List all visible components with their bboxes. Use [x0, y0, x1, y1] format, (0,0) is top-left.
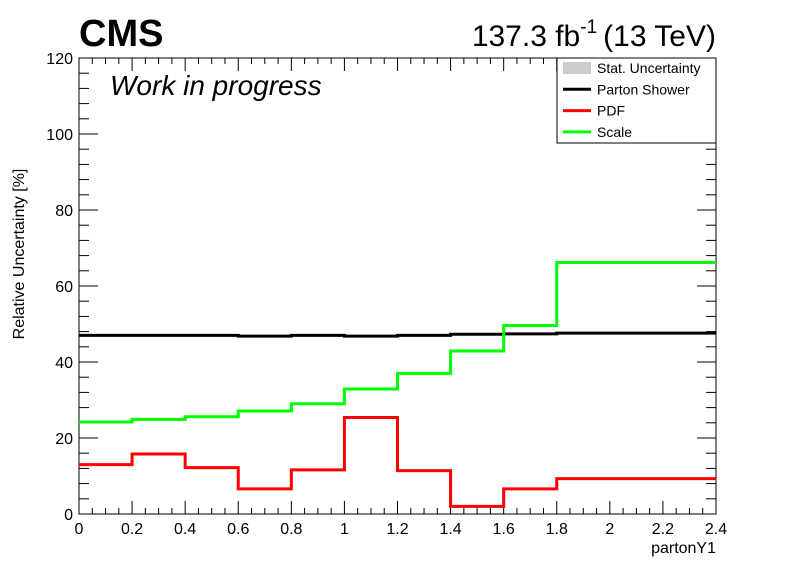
- legend-label: Scale: [597, 124, 632, 140]
- y-axis-title: Relative Uncertainty [%]: [11, 169, 28, 340]
- legend: Stat. Uncertainty Parton Shower PDF Scale: [556, 57, 717, 144]
- series-parton-shower: [79, 331, 716, 338]
- x-tick-label: 1.6: [493, 521, 515, 538]
- y-tick-label: 40: [55, 355, 73, 372]
- x-tick-label: 1.4: [439, 521, 461, 538]
- experiment-label: CMS: [79, 13, 163, 55]
- lumi-value: 137.3 fb: [472, 20, 580, 53]
- y-tick-label: 100: [46, 127, 73, 144]
- series-layer: [79, 260, 716, 508]
- x-tick-label: 2: [605, 521, 614, 538]
- y-tick-label: 120: [46, 51, 73, 68]
- y-tick-label: 0: [64, 507, 73, 524]
- series-scale: [79, 260, 716, 424]
- x-tick-label: 1.2: [386, 521, 408, 538]
- luminosity-label: 137.3 fb-1 (13 TeV): [472, 17, 716, 53]
- x-tick-label: 1.8: [546, 521, 568, 538]
- x-tick-label: 2.4: [705, 521, 727, 538]
- x-tick-label: 1: [340, 521, 349, 538]
- x-tick-label: 0.8: [280, 521, 302, 538]
- x-tick-label: 2.2: [652, 521, 674, 538]
- x-tick-label: 0.2: [121, 521, 143, 538]
- axes: 0 0.2 0.4 0.6 0.8 1 1.2 1.4 1.6 1.8 2 2.2 2.4 0 20 40 60…: [46, 51, 727, 538]
- x-tick-label: 0.6: [227, 521, 249, 538]
- status-label: Work in progress: [110, 70, 322, 101]
- series-pdf: [79, 415, 716, 508]
- legend-marker-stat: [563, 62, 591, 74]
- x-axis-title: partonY1: [651, 540, 716, 557]
- legend-label: PDF: [597, 103, 625, 119]
- lumi-exponent: -1: [580, 17, 597, 38]
- legend-label: Stat. Uncertainty: [597, 60, 701, 76]
- legend-label: Parton Shower: [597, 81, 690, 97]
- y-tick-label: 80: [55, 203, 73, 220]
- y-tick-label: 60: [55, 279, 73, 296]
- y-tick-label: 20: [55, 431, 73, 448]
- x-tick-label: 0.4: [174, 521, 196, 538]
- lumi-energy: (13 TeV): [603, 20, 716, 53]
- x-tick-label: 0: [75, 521, 84, 538]
